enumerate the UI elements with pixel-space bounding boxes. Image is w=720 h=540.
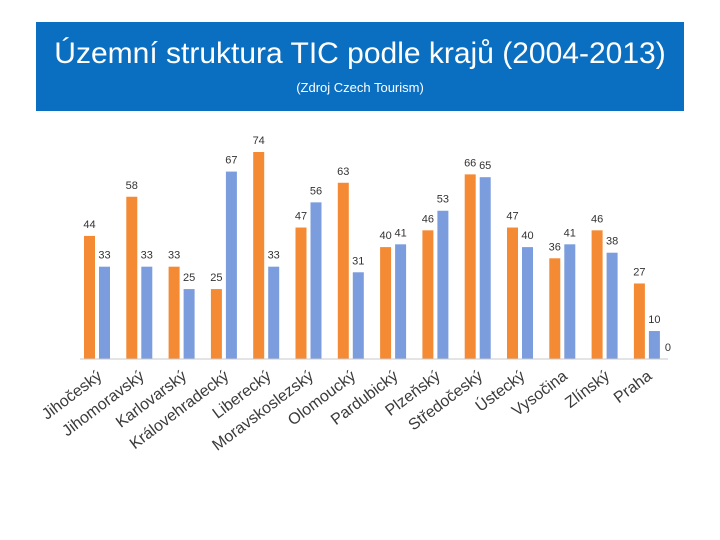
bar-series2-7: [395, 244, 407, 359]
value-label-series1-1: 58: [126, 180, 138, 192]
value-label-series2-8: 53: [437, 194, 449, 206]
category-label-12: Zlínský: [562, 368, 613, 412]
value-label-series1-11: 36: [549, 241, 561, 253]
bar-series2-0: [99, 266, 110, 359]
chart-subtitle: (Zdroj Czech Tourism): [296, 80, 424, 95]
bar-series2-6: [352, 272, 364, 359]
title-banner: Územní struktura TIC podle krajů (2004-2…: [36, 22, 684, 111]
bar-series1-13: [633, 283, 645, 359]
bar-series2-3: [225, 171, 237, 359]
bar-series2-5: [310, 202, 322, 359]
value-label-series2-0: 33: [98, 250, 110, 262]
category-label-13: Praha: [611, 368, 655, 407]
bar-series1-6: [337, 182, 349, 359]
bar-series2-1: [141, 266, 153, 359]
value-label-series1-3: 25: [210, 272, 222, 284]
bar-series1-1: [126, 196, 138, 359]
value-label-series1-0: 44: [83, 219, 95, 231]
value-label-series1-7: 40: [379, 230, 391, 242]
value-label-series1-2: 33: [168, 250, 180, 262]
bar-series1-0: [84, 235, 95, 359]
bar-series1-8: [422, 230, 434, 359]
bar-series2-13: [648, 331, 660, 359]
value-label-series2-7: 41: [394, 227, 406, 239]
value-label-series1-9: 66: [464, 157, 476, 169]
value-label-series1-10: 47: [506, 211, 518, 223]
value-label-series1-5: 47: [295, 211, 307, 223]
bar-series1-10: [507, 227, 518, 359]
value-label-series2-2: 25: [183, 272, 195, 284]
value-label-series1-6: 63: [337, 166, 349, 178]
bars-layer: [84, 152, 660, 359]
bar-series1-4: [253, 152, 265, 359]
value-label-series2-3: 67: [225, 155, 237, 167]
bar-series1-5: [295, 227, 307, 359]
bar-series2-9: [479, 177, 491, 359]
bar-series1-3: [210, 289, 222, 359]
chart-title: Územní struktura TIC podle krajů (2004-2…: [54, 37, 666, 70]
value-label-series1-8: 46: [422, 213, 434, 225]
value-label-series1-12: 46: [591, 213, 603, 225]
value-label-series2-4: 33: [268, 250, 280, 262]
bar-series2-8: [437, 210, 449, 359]
value-label-series1-13: 27: [633, 266, 645, 278]
bar-series2-10: [522, 247, 533, 359]
bar-series1-9: [464, 174, 476, 359]
bar-series2-11: [564, 244, 576, 359]
bar-series1-11: [549, 258, 561, 359]
value-label-series2-5: 56: [310, 185, 322, 197]
value-label-series1-4: 74: [253, 135, 265, 147]
bar-series2-4: [268, 266, 280, 359]
bar-series1-2: [168, 266, 180, 359]
bar-series1-12: [591, 230, 603, 359]
bar-series2-2: [183, 289, 195, 359]
category-labels-layer: JihočeskýJihomoravskýKarlovarskýKráloveh…: [39, 366, 655, 454]
value-label-series2-10: 40: [521, 230, 533, 242]
value-label-series2-13: 10: [648, 314, 660, 326]
bar-series1-7: [380, 247, 392, 359]
value-label-series2-9: 65: [479, 160, 491, 172]
bar-series2-12: [606, 252, 618, 359]
value-label-series2-11: 41: [564, 227, 576, 239]
value-label-series2-1: 33: [141, 250, 153, 262]
value-label-series2-12: 38: [606, 236, 618, 248]
value-label-series2-6: 31: [352, 255, 364, 267]
extra-label-0: 0: [665, 342, 671, 354]
